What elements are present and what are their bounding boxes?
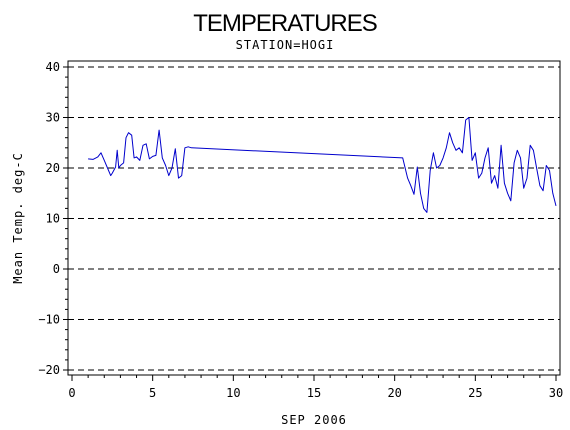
y-axis-ticks: −20 −10 0 10 20 30 40: [38, 60, 68, 377]
x-tick-label: 25: [468, 386, 482, 400]
gridlines: [68, 66, 560, 371]
chart-title: TEMPERATURES: [193, 10, 377, 37]
series-group: [88, 117, 557, 213]
x-tick-label: 5: [149, 386, 156, 400]
y-tick-label: 0: [53, 262, 60, 276]
y-tick-label: −10: [38, 313, 60, 327]
series-line-1: [88, 117, 557, 213]
x-axis-ticks: 0 5 10 15 20 25 30: [68, 375, 563, 400]
y-tick-label: 20: [46, 161, 60, 175]
chart-subtitle: STATION=HOGI: [236, 38, 335, 52]
y-tick-label: −20: [38, 363, 60, 377]
x-tick-label: 30: [549, 386, 563, 400]
x-axis-label: SEP 2006: [281, 413, 347, 427]
x-tick-label: 0: [68, 386, 75, 400]
x-tick-label: 15: [307, 386, 321, 400]
y-axis-label: Mean Temp. deg-C: [11, 152, 25, 284]
x-tick-label: 10: [226, 386, 240, 400]
y-tick-label: 40: [46, 60, 60, 74]
y-tick-label: 30: [46, 111, 60, 125]
y-tick-label: 10: [46, 212, 60, 226]
x-tick-label: 20: [387, 386, 401, 400]
